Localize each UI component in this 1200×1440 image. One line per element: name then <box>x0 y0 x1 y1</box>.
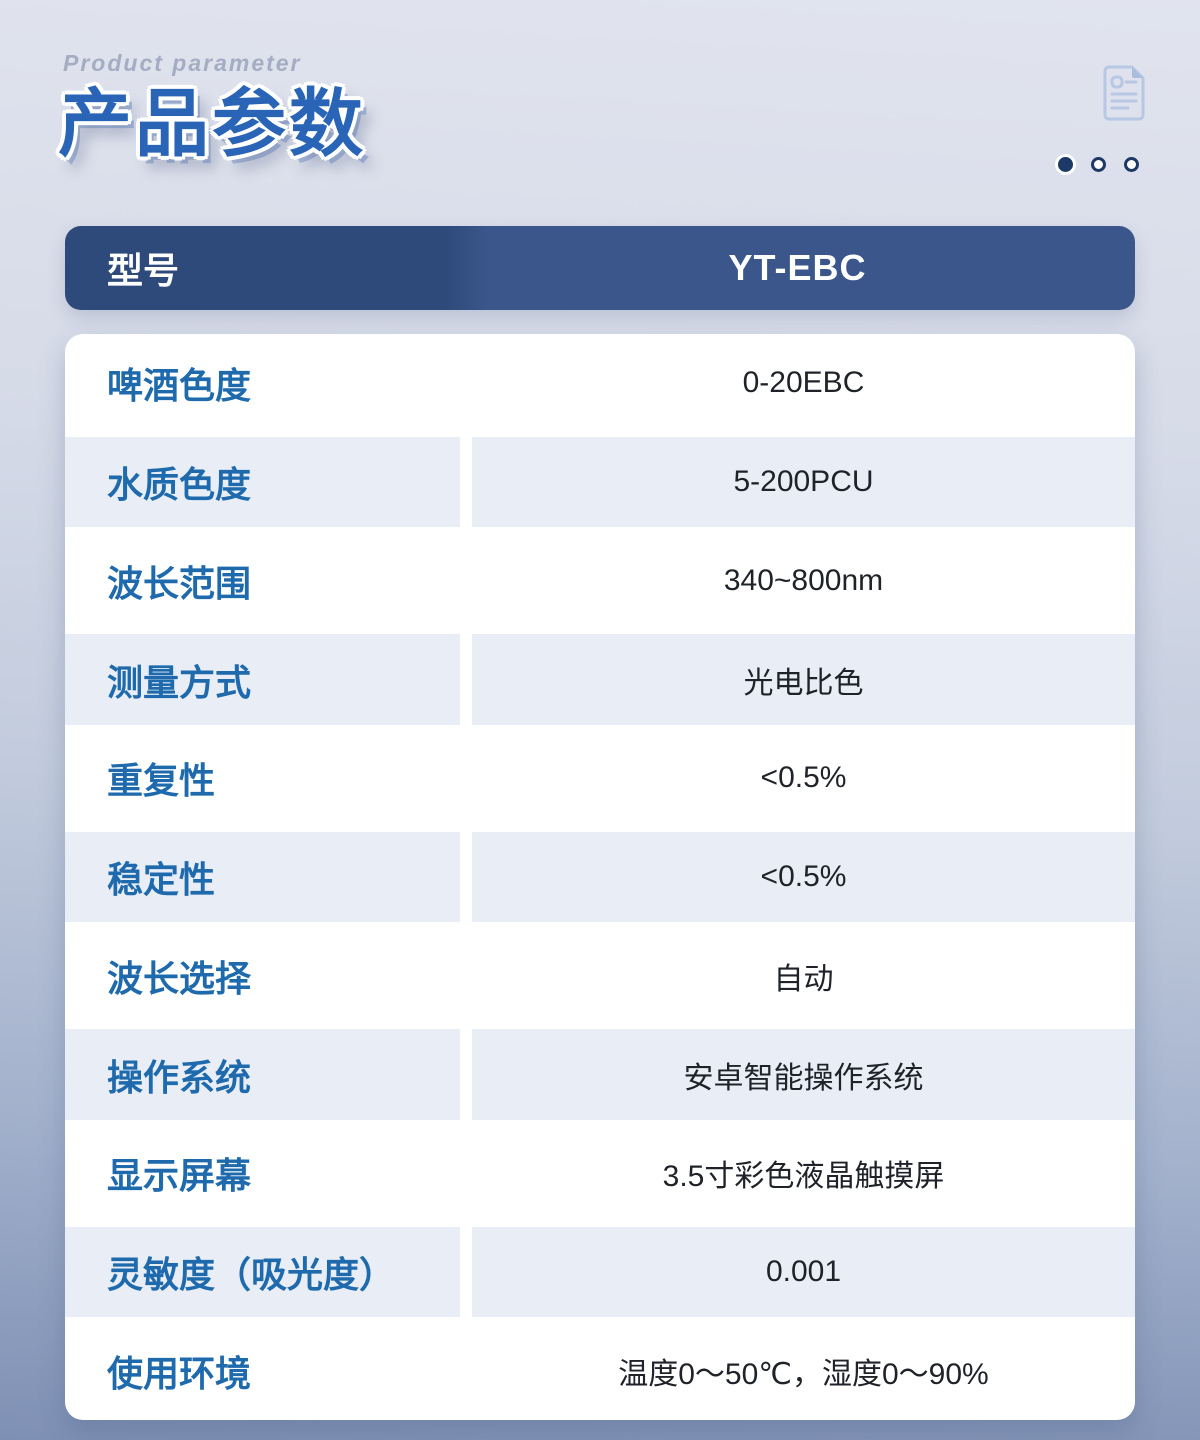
row-label: 显示屏幕 <box>107 1155 252 1197</box>
row-value: 自动 <box>773 962 834 996</box>
table-header-model-value: YT-EBC <box>728 247 867 288</box>
table-row: 操作系统 安卓智能操作系统 <box>65 1025 1135 1124</box>
row-value: <0.5% <box>472 831 1135 923</box>
table-row: 稳定性 <0.5% <box>65 828 1135 927</box>
row-label: 使用环境 <box>107 1352 252 1394</box>
row-value: <0.5% <box>760 761 847 795</box>
table-row: 使用环境 温度0～50℃，湿度0～90% <box>65 1321 1135 1420</box>
table-row: 重复性 <0.5% <box>65 729 1135 828</box>
table-row: 水质色度 5-200PCU <box>65 433 1135 532</box>
eyebrow-text: Product parameter <box>63 50 302 76</box>
table-header-model-label: 型号 <box>107 250 180 291</box>
row-label: 啤酒色度 <box>107 365 252 407</box>
row-label: 水质色度 <box>65 436 460 528</box>
table-body: 啤酒色度 0-20EBC 水质色度 5-200PCU 波长范围 340~800n… <box>65 334 1135 1420</box>
page-title: 产品参数 <box>58 82 366 165</box>
table-row: 波长范围 340~800nm <box>65 531 1135 630</box>
row-value: 光电比色 <box>472 634 1135 725</box>
table-row: 显示屏幕 3.5寸彩色液晶触摸屏 <box>65 1124 1135 1223</box>
row-label: 测量方式 <box>65 634 460 725</box>
document-icon <box>1103 65 1145 121</box>
row-label: 灵敏度（吸光度） <box>65 1226 460 1318</box>
table-header: 型号 YT-EBC <box>65 226 1135 310</box>
table-row: 灵敏度（吸光度） 0.001 <box>65 1223 1135 1322</box>
table-row: 测量方式 光电比色 <box>65 630 1135 729</box>
row-value: 温度0～50℃，湿度0～90% <box>618 1357 989 1391</box>
pagination-dot-inactive[interactable] <box>1124 157 1139 172</box>
row-label: 稳定性 <box>65 831 460 923</box>
row-label: 重复性 <box>107 760 216 802</box>
row-value: 5-200PCU <box>472 436 1135 528</box>
pagination-dot-active[interactable] <box>1058 157 1073 172</box>
row-label: 操作系统 <box>65 1029 460 1120</box>
table-row: 啤酒色度 0-20EBC <box>65 334 1135 433</box>
row-value: 0.001 <box>472 1226 1135 1318</box>
pagination-dots <box>1058 157 1139 172</box>
row-label: 波长选择 <box>107 957 252 999</box>
row-value: 安卓智能操作系统 <box>472 1029 1135 1120</box>
pagination-dot-inactive[interactable] <box>1091 157 1106 172</box>
row-value: 3.5寸彩色液晶触摸屏 <box>662 1160 945 1194</box>
row-value: 340~800nm <box>723 563 884 597</box>
row-value: 0-20EBC <box>742 366 865 400</box>
row-label: 波长范围 <box>107 562 252 604</box>
table-row: 波长选择 自动 <box>65 926 1135 1025</box>
